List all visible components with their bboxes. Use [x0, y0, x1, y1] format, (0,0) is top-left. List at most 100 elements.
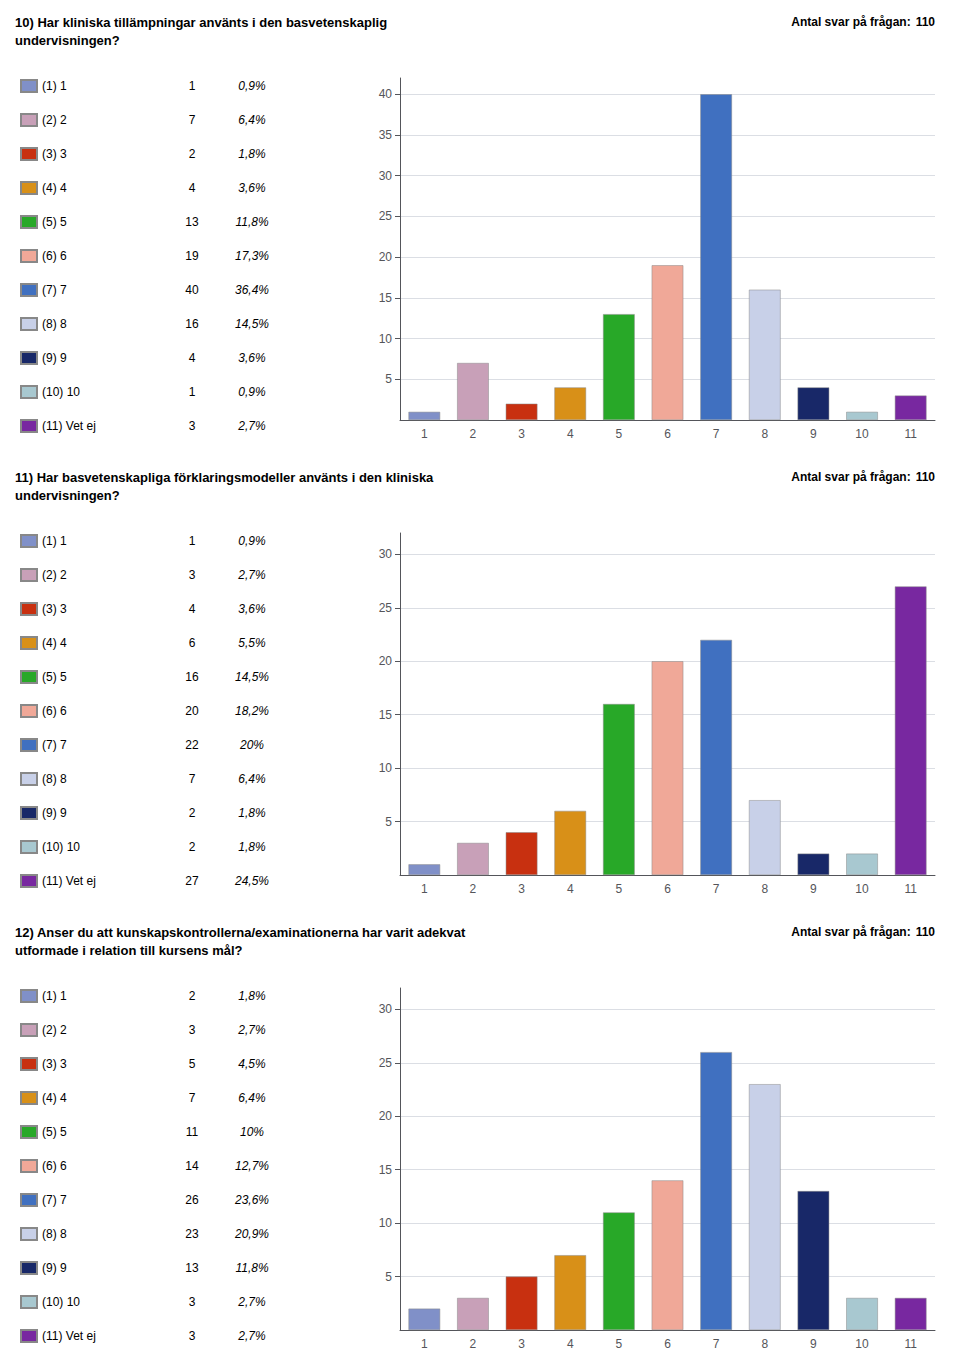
- svg-text:7: 7: [713, 427, 720, 441]
- svg-text:11,8%: 11,8%: [235, 1261, 268, 1275]
- svg-text:(2) 2: (2) 2: [42, 1023, 67, 1037]
- svg-text:4,5%: 4,5%: [238, 1057, 266, 1071]
- svg-text:19: 19: [185, 249, 199, 263]
- svg-text:2: 2: [470, 1337, 477, 1351]
- svg-text:20: 20: [185, 704, 199, 718]
- svg-text:27: 27: [185, 874, 199, 888]
- svg-text:12,7%: 12,7%: [235, 1159, 269, 1173]
- svg-text:10%: 10%: [240, 1125, 264, 1139]
- svg-text:2,7%: 2,7%: [237, 1295, 266, 1309]
- svg-text:4: 4: [189, 602, 196, 616]
- svg-text:9: 9: [810, 427, 817, 441]
- svg-text:3,6%: 3,6%: [238, 351, 266, 365]
- svg-text:(8) 8: (8) 8: [42, 772, 67, 786]
- svg-text:30: 30: [379, 169, 393, 183]
- svg-text:2,7%: 2,7%: [237, 419, 266, 433]
- svg-text:25: 25: [379, 601, 393, 615]
- svg-text:11: 11: [186, 1125, 199, 1139]
- svg-text:11) Har basvetenskapliga förkl: 11) Har basvetenskapliga förklaringsmode…: [15, 470, 434, 485]
- svg-text:15: 15: [379, 291, 393, 305]
- svg-text:4: 4: [189, 351, 196, 365]
- svg-text:Antal svar på frågan:: Antal svar på frågan:: [791, 925, 910, 939]
- svg-text:30: 30: [379, 1002, 393, 1016]
- svg-text:(5) 5: (5) 5: [42, 1125, 67, 1139]
- svg-text:4: 4: [567, 1337, 574, 1351]
- svg-text:2: 2: [189, 840, 196, 854]
- svg-text:utformade i relation till kurs: utformade i relation till kursens mål?: [15, 943, 243, 958]
- svg-text:(7) 7: (7) 7: [42, 738, 67, 752]
- svg-text:(3) 3: (3) 3: [42, 147, 67, 161]
- svg-text:110: 110: [916, 925, 936, 939]
- svg-text:(3) 3: (3) 3: [42, 602, 67, 616]
- svg-text:15: 15: [379, 708, 393, 722]
- svg-text:5: 5: [616, 427, 623, 441]
- svg-text:(1) 1: (1) 1: [42, 989, 67, 1003]
- svg-text:(3) 3: (3) 3: [42, 1057, 67, 1071]
- svg-text:(10) 10: (10) 10: [42, 840, 80, 854]
- svg-text:20: 20: [379, 654, 393, 668]
- svg-text:11: 11: [904, 1337, 917, 1351]
- svg-text:10: 10: [379, 332, 393, 346]
- svg-text:1: 1: [189, 385, 196, 399]
- svg-text:1,8%: 1,8%: [238, 989, 266, 1003]
- svg-text:3,6%: 3,6%: [238, 181, 266, 195]
- svg-text:13: 13: [185, 215, 199, 229]
- svg-text:4: 4: [567, 427, 574, 441]
- svg-text:14,5%: 14,5%: [235, 317, 269, 331]
- svg-text:(10) 10: (10) 10: [42, 1295, 80, 1309]
- svg-text:14: 14: [185, 1159, 199, 1173]
- svg-text:6: 6: [189, 636, 196, 650]
- svg-text:Antal svar på frågan:: Antal svar på frågan:: [791, 470, 910, 484]
- svg-text:25: 25: [379, 1056, 393, 1070]
- svg-text:16: 16: [185, 317, 199, 331]
- svg-text:(1) 1: (1) 1: [42, 534, 67, 548]
- svg-text:24,5%: 24,5%: [234, 874, 269, 888]
- svg-text:10: 10: [379, 761, 393, 775]
- svg-text:3: 3: [189, 568, 196, 582]
- svg-text:26: 26: [185, 1193, 199, 1207]
- svg-text:(4) 4: (4) 4: [42, 181, 67, 195]
- svg-text:(9) 9: (9) 9: [42, 1261, 67, 1275]
- svg-text:3: 3: [189, 1329, 196, 1343]
- svg-text:(1) 1: (1) 1: [42, 79, 67, 93]
- svg-text:(6) 6: (6) 6: [42, 1159, 67, 1173]
- svg-text:6: 6: [664, 882, 671, 896]
- svg-text:20%: 20%: [239, 738, 264, 752]
- svg-text:5: 5: [616, 1337, 623, 1351]
- svg-text:11: 11: [904, 427, 917, 441]
- svg-text:8: 8: [761, 427, 768, 441]
- svg-text:36,4%: 36,4%: [235, 283, 269, 297]
- svg-text:1: 1: [421, 427, 428, 441]
- svg-text:4: 4: [189, 181, 196, 195]
- svg-text:(6) 6: (6) 6: [42, 249, 67, 263]
- svg-text:3: 3: [189, 419, 196, 433]
- svg-text:(11) Vet ej: (11) Vet ej: [42, 419, 96, 433]
- svg-text:10: 10: [855, 882, 869, 896]
- svg-text:2: 2: [470, 427, 477, 441]
- svg-text:30: 30: [379, 547, 393, 561]
- svg-text:(4) 4: (4) 4: [42, 636, 67, 650]
- svg-text:14,5%: 14,5%: [235, 670, 269, 684]
- svg-text:13: 13: [185, 1261, 199, 1275]
- svg-text:5: 5: [189, 1057, 196, 1071]
- svg-text:40: 40: [185, 283, 199, 297]
- svg-text:(9) 9: (9) 9: [42, 351, 67, 365]
- svg-text:22: 22: [185, 738, 199, 752]
- svg-text:3: 3: [189, 1295, 196, 1309]
- svg-text:1,8%: 1,8%: [238, 147, 266, 161]
- svg-text:(11) Vet ej: (11) Vet ej: [42, 874, 96, 888]
- svg-text:3: 3: [518, 882, 525, 896]
- svg-text:5: 5: [385, 815, 392, 829]
- svg-text:3: 3: [189, 1023, 196, 1037]
- svg-text:(10) 10: (10) 10: [42, 385, 80, 399]
- svg-text:110: 110: [916, 470, 936, 484]
- svg-text:(11) Vet ej: (11) Vet ej: [42, 1329, 96, 1343]
- svg-text:10: 10: [855, 427, 869, 441]
- svg-text:0,9%: 0,9%: [238, 534, 266, 548]
- svg-text:20: 20: [379, 250, 393, 264]
- svg-text:1: 1: [189, 79, 196, 93]
- svg-text:7: 7: [713, 1337, 720, 1351]
- svg-text:0,9%: 0,9%: [238, 79, 266, 93]
- svg-text:1,8%: 1,8%: [238, 806, 266, 820]
- svg-text:2: 2: [470, 882, 477, 896]
